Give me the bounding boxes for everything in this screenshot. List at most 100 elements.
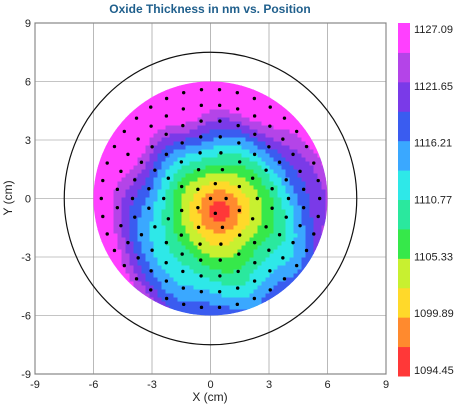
contour-cell — [261, 221, 267, 227]
contour-cell — [285, 241, 291, 247]
contour-cell — [149, 141, 155, 147]
contour-cell — [201, 301, 207, 307]
contour-cell — [321, 201, 327, 207]
contour-cell — [169, 121, 175, 127]
contour-cell — [113, 173, 119, 179]
contour-cell — [249, 97, 255, 103]
contour-cell — [265, 141, 271, 147]
contour-cell — [209, 125, 215, 131]
contour-cell — [145, 113, 151, 119]
contour-cell — [145, 213, 151, 219]
measurement-point — [147, 187, 151, 191]
measurement-point — [149, 124, 153, 128]
contour-cell — [161, 249, 167, 255]
contour-cell — [137, 181, 143, 187]
contour-cell — [121, 201, 127, 207]
contour-cell — [137, 253, 143, 259]
contour-cell — [153, 237, 159, 243]
contour-cell — [249, 233, 255, 239]
contour-cell — [97, 229, 103, 235]
contour-cell — [249, 269, 255, 275]
contour-cell — [145, 201, 151, 207]
measurement-point — [164, 152, 169, 157]
contour-cell — [177, 161, 183, 167]
contour-cell — [185, 201, 191, 207]
contour-cell — [257, 273, 263, 279]
contour-cell — [105, 237, 111, 243]
contour-cell — [225, 261, 231, 267]
contour-cell — [157, 285, 163, 291]
contour-cell — [141, 153, 147, 159]
contour-cell — [225, 289, 231, 295]
contour-cell — [241, 253, 247, 259]
contour-cell — [313, 245, 319, 251]
contour-cell — [157, 169, 163, 175]
contour-cell — [137, 149, 143, 155]
contour-cell — [177, 269, 183, 275]
measurement-point — [164, 240, 169, 245]
contour-cell — [325, 189, 328, 195]
contour-cell — [141, 197, 147, 203]
contour-cell — [265, 185, 271, 191]
contour-cell — [237, 89, 243, 95]
contour-cell — [233, 221, 239, 227]
contour-cell — [113, 137, 119, 143]
contour-cell — [217, 93, 223, 99]
contour-cell — [245, 185, 251, 191]
contour-cell — [145, 177, 151, 183]
contour-cell — [141, 217, 147, 223]
contour-cell — [161, 289, 167, 295]
contour-cell — [105, 209, 111, 215]
contour-cell — [161, 261, 167, 267]
contour-cell — [177, 213, 183, 219]
contour-cell — [205, 241, 211, 247]
contour-cell — [229, 189, 235, 195]
contour-cell — [193, 109, 199, 115]
contour-cell — [205, 249, 211, 255]
contour-cell — [285, 133, 291, 139]
contour-cell — [201, 273, 207, 279]
contour-cell — [137, 237, 143, 243]
measurement-point — [284, 178, 288, 182]
contour-cell — [229, 301, 235, 307]
contour-cell — [189, 105, 195, 111]
contour-cell — [101, 189, 107, 195]
contour-cell — [149, 181, 155, 187]
contour-cell — [245, 209, 251, 215]
contour-cell — [177, 305, 183, 311]
measurement-point — [150, 248, 154, 252]
contour-cell — [145, 161, 151, 167]
contour-cell — [149, 233, 155, 239]
contour-cell — [273, 161, 279, 167]
measurement-point — [277, 233, 282, 237]
contour-cell — [233, 237, 239, 243]
contour-cell — [173, 245, 179, 251]
contour-cell — [97, 189, 103, 195]
contour-cell — [293, 221, 299, 227]
contour-cell — [309, 209, 315, 215]
contour-cell — [153, 173, 159, 179]
contour-cell — [217, 97, 223, 103]
contour-cell — [225, 181, 231, 187]
contour-cell — [129, 237, 135, 243]
contour-cell — [169, 277, 175, 283]
contour-cell — [209, 257, 215, 263]
contour-cell — [201, 281, 207, 287]
measurement-point — [199, 289, 204, 294]
contour-cell — [113, 153, 119, 159]
contour-cell — [189, 173, 195, 179]
contour-cell — [225, 133, 231, 139]
contour-cell — [225, 277, 231, 283]
contour-cell — [209, 189, 215, 195]
contour-cell — [177, 169, 183, 175]
contour-cell — [253, 93, 259, 99]
contour-cell — [233, 129, 239, 135]
contour-cell — [161, 93, 167, 99]
contour-cell — [277, 177, 283, 183]
contour-cell — [193, 221, 199, 227]
contour-cell — [113, 229, 119, 235]
measurement-point — [316, 214, 320, 219]
x-tick-label: 0 — [207, 379, 213, 391]
measurement-point — [224, 196, 228, 201]
contour-cell — [217, 105, 223, 111]
